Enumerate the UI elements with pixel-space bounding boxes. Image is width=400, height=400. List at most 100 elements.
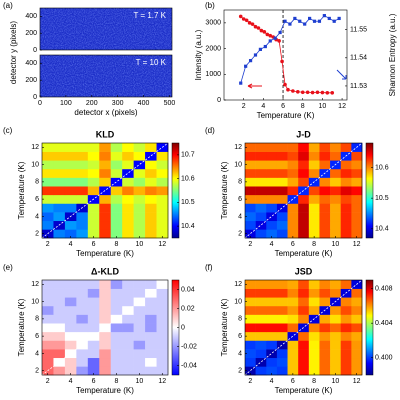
heatmap-cell	[145, 297, 157, 307]
heatmap-cell	[133, 186, 146, 196]
heatmap-cell	[64, 331, 77, 341]
x-tick-label: 12	[353, 378, 361, 385]
heatmap-cell	[266, 331, 278, 341]
heatmap-cell	[99, 297, 112, 307]
heatmap-cell	[287, 151, 299, 161]
heatmap-cell	[330, 177, 342, 187]
point	[296, 89, 300, 94]
heatmap-cell	[53, 288, 66, 298]
x-axis-label: Temperature (K)	[275, 386, 333, 395]
heatmap-cell	[99, 340, 112, 350]
heatmap-cell	[145, 143, 157, 152]
x-axis-label: Temperature (K)	[76, 386, 134, 395]
heatmap-cell	[99, 331, 112, 341]
y-tick-label: 2	[238, 368, 242, 375]
y-tick-label: 12	[234, 144, 242, 151]
x-tick-label: 500	[164, 100, 176, 107]
y-tick-label: 400	[25, 60, 37, 67]
heatmap-cell	[99, 305, 112, 315]
y-axis-label: detector y (pixels)	[9, 21, 18, 84]
x-tick-label: 8	[115, 378, 119, 385]
heatmap-cell	[122, 160, 134, 170]
heatmap-cell	[245, 220, 256, 230]
heatmap-cell	[99, 151, 112, 161]
heatmap-cell	[99, 229, 112, 239]
heatmap-cell	[245, 203, 256, 213]
heatmap-cell	[156, 160, 169, 170]
heatmap-cell	[122, 212, 134, 222]
x-tick-label: 10	[319, 103, 327, 110]
heatmap-cell	[133, 288, 146, 298]
point	[293, 16, 297, 21]
heatmap-cell	[64, 288, 77, 298]
image-label: T = 1.7 K	[133, 11, 166, 20]
heatmap-cell	[145, 229, 157, 239]
heatmap-cell	[42, 331, 54, 341]
heatmap-cell	[340, 280, 352, 289]
heatmap-cell	[330, 229, 342, 239]
heatmap-cell	[145, 212, 157, 222]
heatmap-cell	[122, 323, 134, 333]
heatmap-cell	[110, 297, 123, 307]
heatmap-cell	[64, 194, 77, 204]
heatmap-cell	[330, 305, 342, 315]
heatmap-cell	[308, 280, 320, 289]
heatmap-cell	[319, 349, 331, 359]
heatmap-cell	[287, 203, 299, 213]
heatmap-cell	[308, 357, 320, 367]
heatmap-cell	[156, 229, 169, 239]
heatmap-cell	[330, 280, 342, 289]
heatmap-cell	[340, 194, 352, 204]
x-tick-label: 4	[270, 241, 274, 248]
point	[244, 64, 248, 68]
heatmap-cell	[53, 168, 66, 178]
heatmap-cell	[287, 229, 299, 239]
heatmap-cell	[133, 297, 146, 307]
heatmap-cell	[266, 229, 278, 239]
heatmap-cell	[87, 186, 100, 196]
heatmap-cell	[298, 203, 310, 213]
heatmap-cell	[133, 194, 146, 204]
heatmap-cell	[245, 186, 256, 196]
heatmap-cell	[99, 220, 112, 230]
heatmap-cell	[276, 143, 288, 152]
heatmap-cell	[351, 186, 363, 196]
heatmap-cell	[245, 229, 256, 239]
point	[300, 90, 305, 95]
heatmap-cell	[319, 340, 331, 350]
heatmap-cell	[64, 340, 77, 350]
heatmap-cell	[266, 177, 278, 187]
x-tick-label: 6	[291, 378, 295, 385]
heatmap-cell	[99, 288, 112, 298]
heatmap-cell	[255, 331, 267, 341]
y-tick-label: 6	[238, 196, 242, 203]
x-tick-label: 8	[301, 103, 305, 110]
heatmap-cell	[276, 288, 288, 298]
point	[332, 19, 336, 23]
heatmap-cell	[255, 366, 267, 376]
heatmap-cell	[276, 357, 288, 367]
heatmap-cell	[330, 357, 342, 367]
heatmap-cell	[122, 168, 134, 178]
point	[268, 39, 272, 43]
heatmap-cell	[266, 340, 278, 350]
point	[298, 19, 302, 23]
x-tick-label: 10	[332, 378, 340, 385]
y-axis-label: Temperature (K)	[17, 298, 26, 356]
heatmap-cell	[110, 340, 123, 350]
heatmap-cell	[42, 314, 54, 324]
heatmap-cell	[266, 168, 278, 178]
heatmap-cell	[156, 349, 169, 359]
y-tick-label: 4	[238, 350, 242, 357]
point	[317, 19, 322, 23]
y-tick-label: 0.04	[181, 286, 195, 293]
y-tick-label: 4	[35, 350, 39, 357]
heatmap-cell	[287, 177, 299, 187]
heatmap-cell	[255, 143, 267, 152]
x-tick-label: 8	[312, 241, 316, 248]
heatmap-cell	[351, 194, 363, 204]
heatmap-cell	[76, 349, 89, 359]
panel-label: (b)	[205, 1, 215, 10]
heatmap-cell	[245, 305, 256, 315]
heatmap-cell	[255, 212, 267, 222]
